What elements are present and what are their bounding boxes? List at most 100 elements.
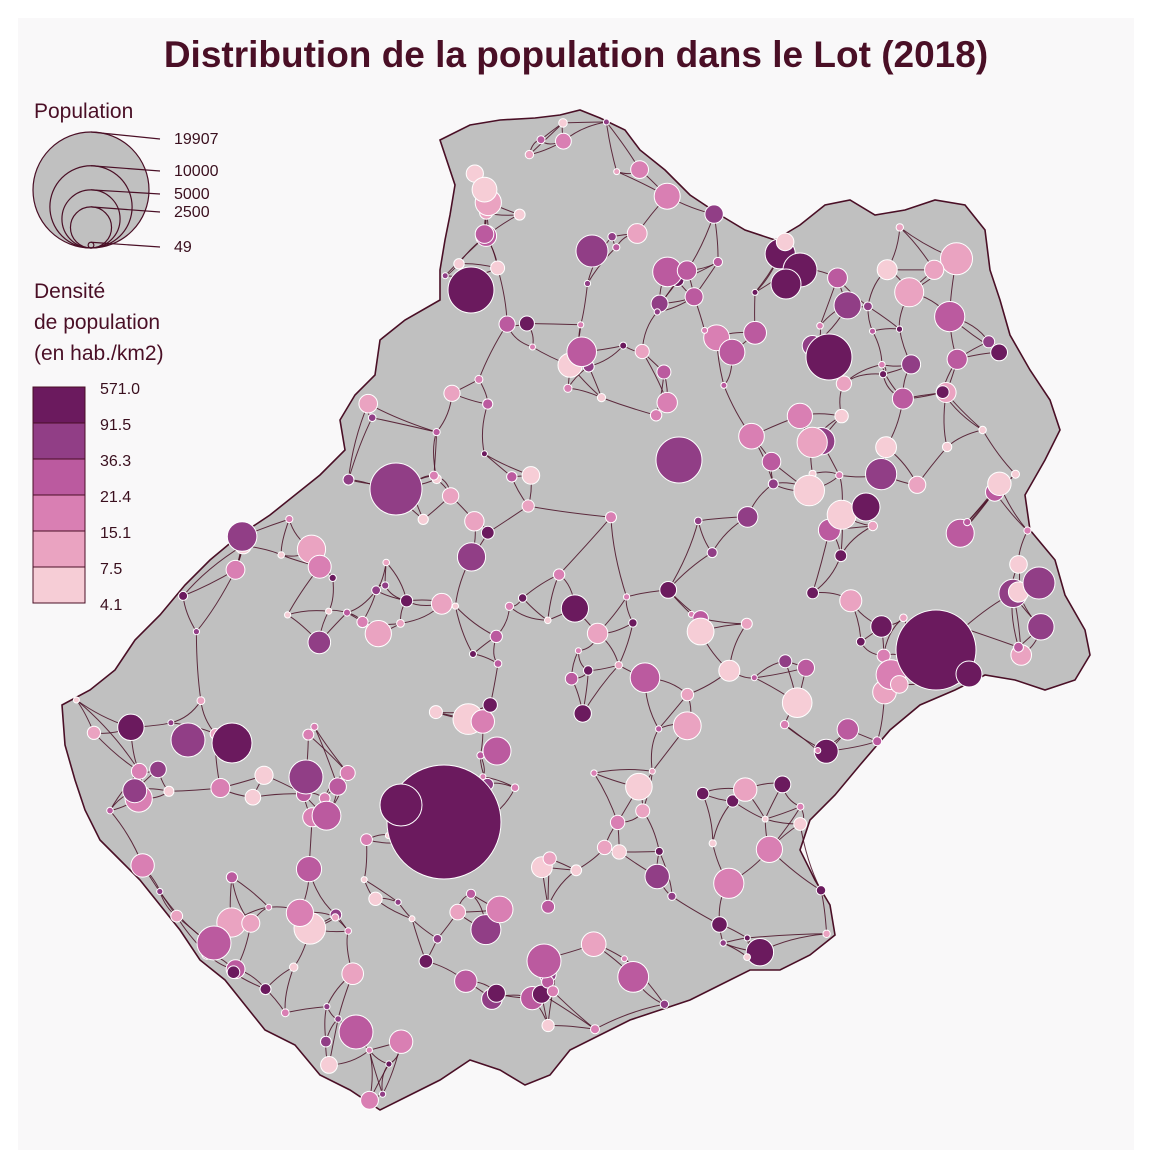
commune-population-symbol — [649, 409, 663, 422]
commune-population-symbol — [667, 891, 677, 901]
commune-population-symbol — [796, 802, 805, 811]
commune-population-symbol — [544, 616, 552, 625]
commune-population-symbol — [835, 375, 853, 392]
commune-population-symbol — [490, 260, 506, 276]
density-legend-title-line-2: de population — [34, 311, 160, 334]
commune-population-symbol — [470, 709, 495, 734]
commune-population-symbol — [211, 722, 253, 764]
commune-population-symbol — [834, 549, 848, 563]
commune-population-symbol — [382, 558, 391, 567]
commune-population-symbol — [408, 915, 416, 923]
commune-population-symbol — [170, 722, 206, 758]
commune-population-symbol — [626, 223, 648, 244]
commune-population-symbol — [474, 224, 495, 244]
commune-population-symbol — [170, 909, 184, 923]
commune-population-symbol — [596, 839, 613, 856]
map-figure: Distribution de la population dans le Lo… — [32, 34, 1091, 1111]
commune-population-symbol — [609, 814, 626, 831]
commune-population-symbol — [328, 573, 337, 583]
commune-population-symbol — [659, 999, 670, 1009]
commune-population-symbol — [310, 722, 319, 731]
commune-population-symbol — [367, 413, 377, 423]
commune-population-symbol — [634, 343, 650, 360]
commune-population-symbol — [482, 398, 494, 410]
commune-population-symbol — [167, 719, 175, 727]
commune-population-symbol — [546, 985, 560, 998]
commune-boundary — [348, 417, 373, 480]
commune-boundary — [372, 417, 437, 433]
commune-population-symbol — [806, 586, 819, 600]
commune-population-symbol — [740, 617, 753, 630]
commune-population-symbol — [72, 696, 80, 704]
density-break-7-5: 7.5 — [100, 561, 122, 578]
commune-population-symbol — [1011, 469, 1020, 479]
commune-population-symbol — [890, 675, 909, 694]
commune-population-symbol — [786, 402, 814, 429]
commune-population-symbol — [226, 521, 258, 552]
density-swatch-3 — [32, 458, 86, 496]
commune-population-symbol — [851, 492, 881, 522]
commune-population-symbol — [590, 769, 598, 777]
commune-population-symbol — [743, 320, 767, 345]
commune-population-symbol — [396, 619, 405, 628]
commune-population-symbol — [280, 1008, 290, 1018]
commune-population-symbol — [656, 364, 672, 380]
commune-population-symbol — [130, 762, 148, 780]
commune-population-symbol — [343, 608, 351, 617]
commune-population-symbol — [875, 436, 897, 459]
commune-population-symbol — [485, 895, 514, 924]
commune-population-symbol — [454, 969, 478, 993]
commune-boundary — [594, 1003, 665, 1030]
commune-population-symbol — [417, 513, 429, 526]
commune-population-symbol — [751, 288, 759, 296]
commune-population-symbol — [320, 1035, 332, 1048]
commune-boundary — [76, 699, 140, 772]
commune-population-symbol — [1013, 641, 1024, 653]
commune-population-symbol — [781, 687, 813, 719]
commune-population-symbol — [833, 291, 862, 320]
commune-population-symbol — [813, 738, 839, 764]
commune-population-symbol — [596, 393, 607, 403]
commune-population-symbol — [891, 387, 914, 410]
commune-population-symbol — [196, 925, 232, 961]
commune-population-symbol — [733, 777, 758, 802]
commune-population-symbol — [334, 1015, 342, 1023]
commune-population-symbol — [855, 636, 866, 647]
commune-population-symbol — [982, 335, 996, 349]
commune-population-symbol — [935, 385, 950, 400]
commune-population-symbol — [867, 520, 878, 532]
commune-population-symbol — [574, 647, 582, 655]
commune-population-symbol — [430, 592, 453, 615]
commune-population-symbol — [796, 426, 828, 458]
commune-population-symbol — [464, 511, 485, 532]
commune-population-symbol — [963, 518, 972, 527]
commune-population-symbol — [619, 341, 628, 350]
commune-population-symbol — [1023, 526, 1032, 535]
commune-population-symbol — [620, 955, 628, 963]
density-break-4-1: 4.1 — [100, 597, 122, 614]
commune-population-symbol — [623, 593, 631, 601]
commune-population-symbol — [552, 568, 566, 581]
commune-population-symbol — [869, 327, 876, 335]
map-title: Distribution de la population dans le Lo… — [164, 34, 988, 75]
commune-population-symbol — [388, 1029, 414, 1054]
commune-population-symbol — [870, 615, 893, 638]
commune-population-symbol — [750, 674, 758, 682]
density-swatch-1 — [32, 386, 86, 424]
population-symbols — [72, 118, 1056, 1110]
commune-population-symbol — [743, 934, 751, 942]
commune-population-symbol — [524, 149, 535, 160]
commune-boundary — [593, 768, 653, 774]
commune-population-symbol — [379, 783, 423, 827]
commune-population-symbol — [356, 615, 369, 629]
commune-population-symbol — [708, 839, 717, 848]
commune-population-symbol — [285, 515, 294, 524]
commune-population-symbol — [630, 160, 649, 180]
commune-population-symbol — [471, 176, 498, 203]
commune-population-symbol — [447, 266, 495, 314]
commune-population-symbol — [192, 628, 200, 636]
commune-population-symbol — [311, 800, 342, 831]
commune-population-symbol — [441, 487, 460, 505]
commune-population-symbol — [341, 962, 365, 986]
commune-population-symbol — [320, 1056, 338, 1074]
